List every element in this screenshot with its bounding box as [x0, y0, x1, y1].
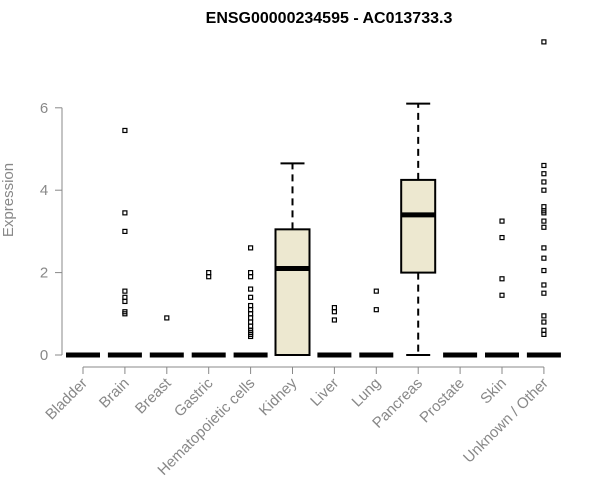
iqr-box [274, 228, 311, 356]
outlier-point [541, 39, 547, 45]
y-tick-label: 2 [40, 265, 48, 282]
y-axis-label: Expression [0, 163, 17, 237]
x-tick-label: Prostate [416, 375, 468, 427]
iqr-box [400, 178, 437, 274]
y-tick-label: 4 [40, 182, 48, 199]
outlier-point [331, 305, 337, 311]
box-group [107, 127, 142, 358]
outlier-point [248, 274, 254, 280]
y-tick-label: 6 [40, 100, 48, 117]
outlier-point [248, 286, 254, 292]
box-group [274, 162, 311, 356]
x-tick-label: Bladder [42, 375, 91, 424]
outlier-point [499, 276, 505, 282]
outlier-point [541, 331, 547, 337]
box-group [526, 39, 561, 358]
outlier-point [248, 319, 254, 325]
outlier-point [122, 228, 128, 234]
outlier-point [541, 290, 547, 296]
y-tick-label: 0 [40, 347, 48, 364]
outlier-point [541, 267, 547, 274]
outlier-point [499, 292, 505, 298]
outlier-point [541, 179, 547, 185]
outlier-point [541, 282, 547, 288]
outlier-point [541, 327, 547, 333]
outlier-point [122, 127, 128, 134]
outlier-point [541, 313, 547, 319]
outlier-point [541, 204, 547, 210]
box-group [359, 288, 394, 358]
outlier-point [541, 187, 547, 193]
x-tick-label: Lung [349, 375, 385, 411]
outlier-point [541, 319, 547, 325]
outlier-point [248, 270, 254, 276]
x-tick-label: Liver [307, 375, 342, 410]
box-group [317, 305, 352, 358]
plot-area [66, 39, 561, 358]
x-tick-label: Breast [132, 374, 175, 417]
x-tick-label: Brain [96, 375, 133, 412]
outlier-point [122, 298, 128, 305]
box-group [191, 270, 226, 358]
outlier-point [206, 270, 212, 276]
outlier-point [499, 234, 505, 241]
box-group [233, 245, 268, 358]
outlier-point [541, 218, 547, 224]
outlier-point [122, 288, 128, 294]
y-axis: 0 2 4 6 [40, 100, 63, 364]
outlier-point [248, 311, 254, 317]
chart-title: ENSG00000234595 - AC013733.3 [206, 10, 453, 27]
outlier-point [541, 255, 547, 261]
outlier-point [373, 307, 379, 313]
outlier-point [248, 302, 254, 309]
outlier-point [373, 288, 379, 294]
box-group [149, 315, 184, 358]
outlier-point [122, 294, 128, 300]
box-group [485, 218, 519, 358]
x-tick-label: Kidney [256, 374, 301, 419]
outlier-point [122, 210, 128, 216]
outlier-point [164, 315, 170, 321]
outlier-point [248, 323, 254, 329]
outlier-point [541, 224, 547, 230]
outlier-point [122, 309, 128, 315]
outlier-point [248, 294, 254, 300]
outlier-point [206, 274, 212, 280]
outlier-point [499, 218, 505, 224]
x-tick-label: Skin [477, 375, 510, 408]
outlier-point [541, 162, 547, 169]
outlier-point [248, 315, 254, 321]
outlier-point [331, 309, 337, 315]
box-group [400, 102, 437, 356]
outlier-point [248, 245, 254, 251]
outlier-point [331, 317, 337, 323]
outlier-point [248, 307, 254, 313]
outlier-point [541, 171, 547, 177]
outlier-point [541, 245, 547, 251]
